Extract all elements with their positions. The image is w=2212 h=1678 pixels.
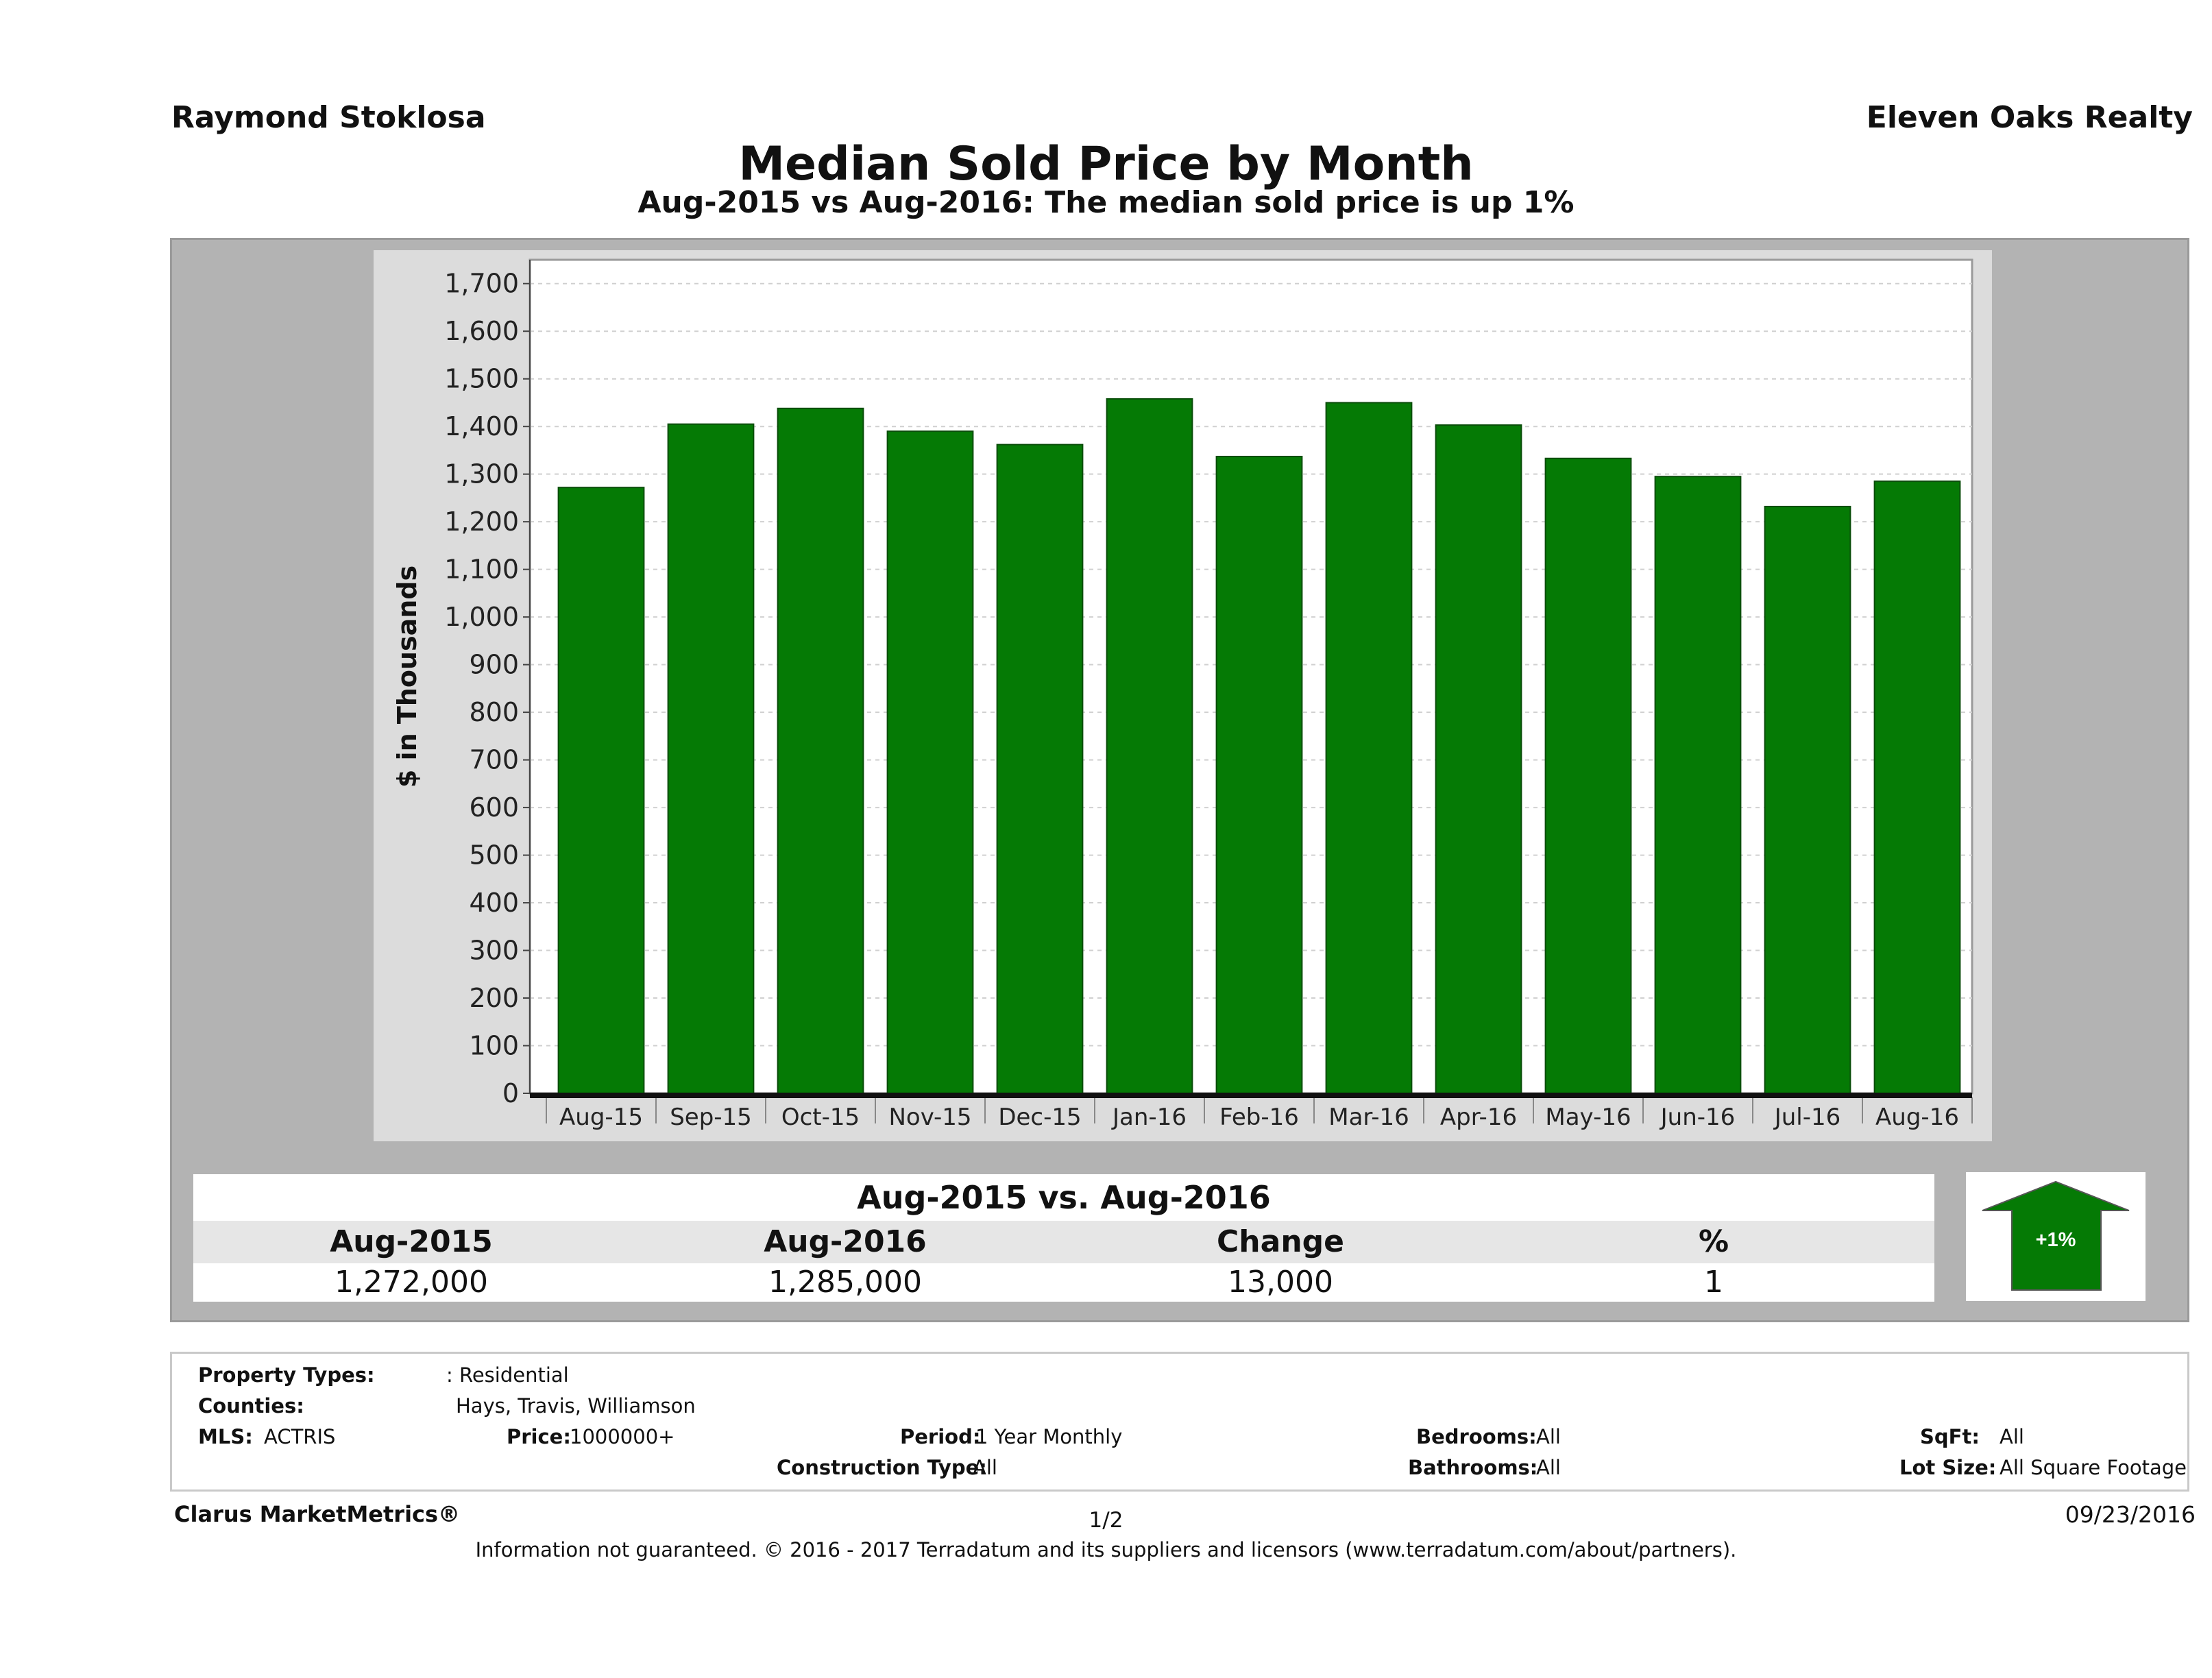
chart-subtitle: Aug-2015 vs Aug-2016: The median sold pr… xyxy=(637,185,1575,220)
mls-value: ACTRIS xyxy=(264,1425,336,1448)
page-number: 1/2 xyxy=(1089,1508,1123,1533)
y-tick-label: 600 xyxy=(469,792,519,823)
comparison-header-row: Aug-2015 Aug-2016 Change % xyxy=(193,1221,1934,1263)
x-tick-label: Dec-15 xyxy=(998,1104,1081,1131)
y-tick-label: 500 xyxy=(469,840,519,871)
value-percent: 1 xyxy=(1704,1265,1723,1300)
x-tick-label: Apr-16 xyxy=(1440,1104,1517,1131)
bar-nov-15 xyxy=(886,430,974,1094)
bar-aug-15 xyxy=(557,487,645,1094)
x-tick-label: Mar-16 xyxy=(1328,1104,1409,1131)
header-change: Change xyxy=(1217,1224,1344,1259)
x-tick-label: May-16 xyxy=(1545,1104,1631,1131)
x-tick-label: Oct-15 xyxy=(781,1104,860,1131)
counties-label: Counties: xyxy=(198,1394,304,1418)
value-aug-2016: 1,285,000 xyxy=(768,1265,922,1300)
header-aug-2016: Aug-2016 xyxy=(764,1224,927,1259)
filters-box: Property Types: : Residential Counties: … xyxy=(170,1352,2189,1492)
bar-jul-16 xyxy=(1764,505,1851,1095)
bar-jan-16 xyxy=(1106,398,1193,1094)
y-tick-label: 200 xyxy=(469,983,519,1013)
x-tick-label: Feb-16 xyxy=(1219,1104,1299,1131)
comparison-title: Aug-2015 vs. Aug-2016 xyxy=(193,1174,1934,1221)
x-tick-label: Aug-15 xyxy=(559,1104,643,1131)
bar-oct-15 xyxy=(777,407,864,1095)
counties-value: Hays, Travis, Williamson xyxy=(456,1394,696,1418)
price-value: 1000000+ xyxy=(570,1425,675,1448)
bar-sep-15 xyxy=(667,423,755,1094)
bar-dec-15 xyxy=(996,443,1084,1095)
property-types-value: : Residential xyxy=(446,1363,569,1387)
y-tick-label: 0 xyxy=(502,1078,519,1108)
bar-feb-16 xyxy=(1215,455,1303,1094)
change-badge: +1% xyxy=(1966,1172,2146,1301)
disclaimer: Information not guaranteed. © 2016 - 201… xyxy=(475,1538,1737,1561)
chart-panel: 0 100 200 300 400 500 600 700 800 900 1,000 1,100 1,… xyxy=(374,250,1992,1141)
bar-jun-16 xyxy=(1654,476,1742,1095)
sqft-label: SqFt: xyxy=(1920,1425,1980,1448)
agent-name: Raymond Stoklosa xyxy=(171,100,486,135)
period-label: Period: xyxy=(900,1425,981,1448)
bar-apr-16 xyxy=(1435,424,1522,1095)
property-types-label: Property Types: xyxy=(198,1363,375,1387)
lot-size-label: Lot Size: xyxy=(1899,1456,1997,1479)
bar-mar-16 xyxy=(1325,402,1413,1094)
sqft-value: All xyxy=(2000,1425,2024,1448)
x-tick-label: Jan-16 xyxy=(1111,1104,1187,1131)
value-change: 13,000 xyxy=(1228,1265,1333,1300)
value-aug-2015: 1,272,000 xyxy=(335,1265,488,1300)
y-tick-label: 1,500 xyxy=(444,364,519,394)
x-tick-label: Jun-16 xyxy=(1660,1104,1736,1131)
mls-label: MLS: xyxy=(198,1425,253,1448)
bar-aug-16 xyxy=(1873,481,1961,1094)
brokerage-name: Eleven Oaks Realty xyxy=(1866,100,2193,135)
y-tick-label: 1,200 xyxy=(444,507,519,537)
period-value: 1 Year Monthly xyxy=(975,1425,1123,1448)
header-percent: % xyxy=(1698,1224,1729,1259)
construction-type-value: All xyxy=(973,1456,997,1479)
chart-title: Median Sold Price by Month xyxy=(738,137,1474,191)
bar-chart: 0 100 200 300 400 500 600 700 800 900 1,000 1,100 1,… xyxy=(392,258,1973,1131)
bathrooms-label: Bathrooms: xyxy=(1408,1456,1538,1479)
bedrooms-label: Bedrooms: xyxy=(1416,1425,1537,1448)
bedrooms-value: All xyxy=(1536,1425,1561,1448)
x-tick-label: Jul-16 xyxy=(1773,1104,1841,1131)
change-badge-text: +1% xyxy=(2036,1229,2076,1251)
y-tick-label: 800 xyxy=(469,697,519,727)
comparison-value-row: 1,272,000 1,285,000 13,000 1 xyxy=(193,1263,1934,1302)
y-tick-label: 700 xyxy=(469,745,519,775)
bar-may-16 xyxy=(1544,457,1632,1094)
y-tick-label: 1,000 xyxy=(444,602,519,632)
y-tick-label: 1,300 xyxy=(444,459,519,489)
y-tick-label: 100 xyxy=(469,1031,519,1061)
header-aug-2015: Aug-2015 xyxy=(330,1224,493,1259)
y-axis-title: $ in Thousands xyxy=(392,566,422,788)
x-tick-label: Sep-15 xyxy=(670,1104,752,1131)
y-tick-label: 400 xyxy=(469,888,519,918)
up-arrow-icon: +1% xyxy=(1982,1180,2130,1291)
price-label: Price: xyxy=(507,1425,571,1448)
y-tick-label: 1,400 xyxy=(444,411,519,441)
construction-type-label: Construction Type: xyxy=(777,1456,987,1479)
bathrooms-value: All xyxy=(1536,1456,1561,1479)
footer-brand: Clarus MarketMetrics® xyxy=(174,1501,461,1527)
report-date: 09/23/2016 xyxy=(2065,1501,2196,1528)
y-tick-label: 1,600 xyxy=(444,316,519,346)
lot-size-value: All Square Footage xyxy=(2000,1456,2187,1479)
x-tick-label: Aug-16 xyxy=(1875,1104,1959,1131)
y-tick-label: 300 xyxy=(469,936,519,966)
x-tick-label: Nov-15 xyxy=(889,1104,972,1131)
y-tick-label: 900 xyxy=(469,650,519,680)
y-tick-label: 1,100 xyxy=(444,555,519,585)
y-tick-label: 1,700 xyxy=(444,269,519,299)
